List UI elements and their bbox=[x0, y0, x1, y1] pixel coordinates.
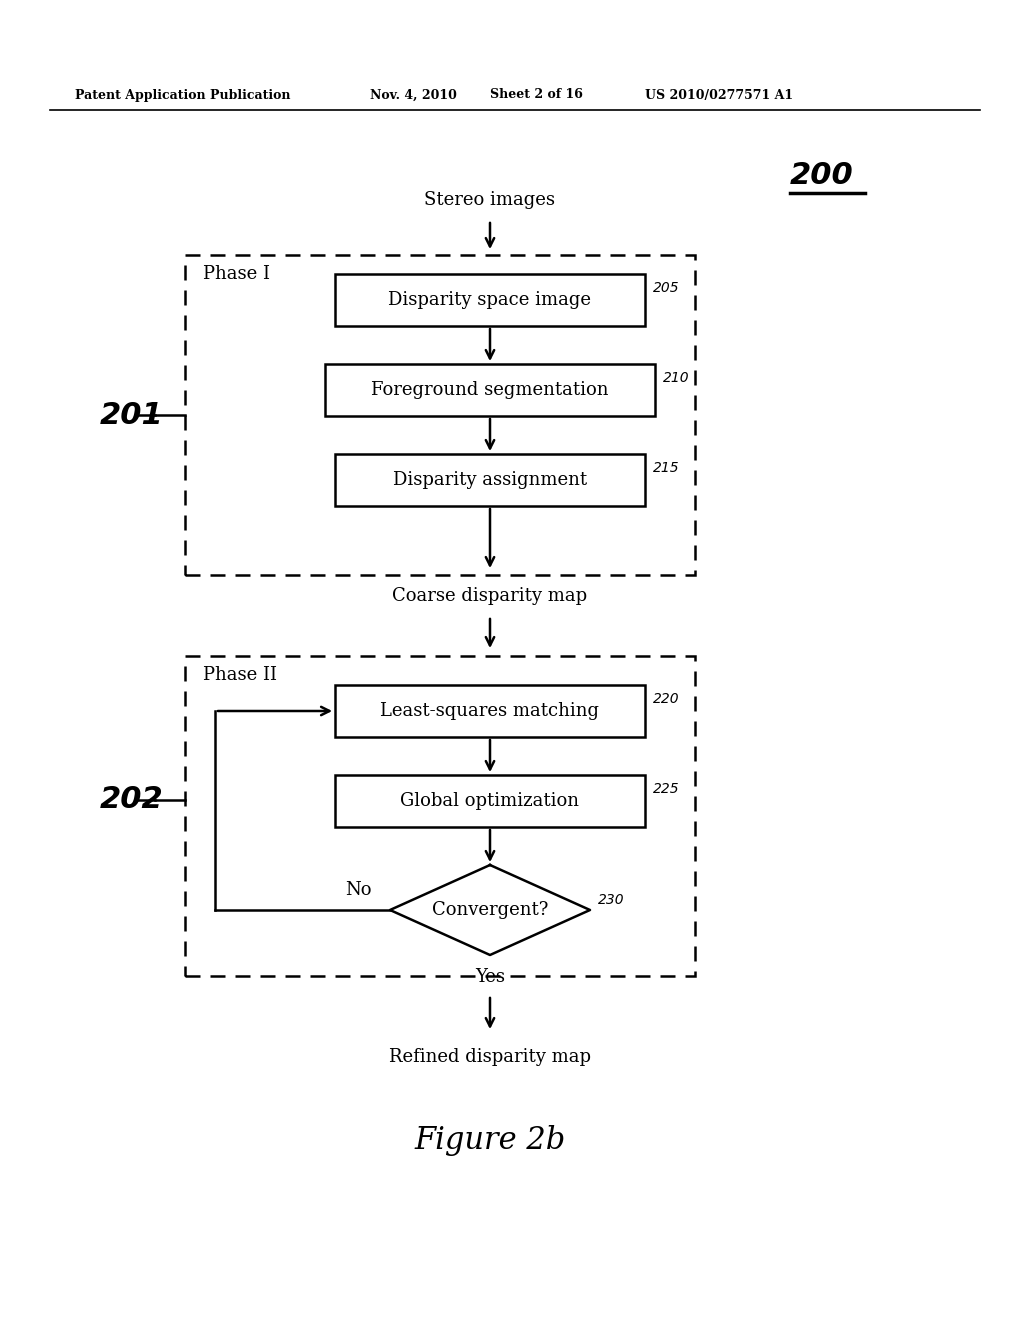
Text: 205: 205 bbox=[653, 281, 680, 294]
Text: Coarse disparity map: Coarse disparity map bbox=[392, 587, 588, 605]
Text: 210: 210 bbox=[663, 371, 689, 385]
Text: Yes: Yes bbox=[475, 968, 505, 986]
Text: US 2010/0277571 A1: US 2010/0277571 A1 bbox=[645, 88, 794, 102]
Text: 230: 230 bbox=[598, 894, 625, 907]
FancyBboxPatch shape bbox=[335, 275, 645, 326]
Text: Convergent?: Convergent? bbox=[432, 902, 548, 919]
Text: Global optimization: Global optimization bbox=[400, 792, 580, 810]
Text: Nov. 4, 2010: Nov. 4, 2010 bbox=[370, 88, 457, 102]
Text: Phase II: Phase II bbox=[203, 667, 278, 684]
Text: 202: 202 bbox=[100, 785, 164, 814]
Text: Phase I: Phase I bbox=[203, 265, 270, 282]
Text: Patent Application Publication: Patent Application Publication bbox=[75, 88, 291, 102]
FancyBboxPatch shape bbox=[335, 775, 645, 828]
Text: 215: 215 bbox=[653, 461, 680, 475]
Text: Sheet 2 of 16: Sheet 2 of 16 bbox=[490, 88, 583, 102]
Text: Stereo images: Stereo images bbox=[425, 191, 555, 209]
FancyBboxPatch shape bbox=[325, 364, 655, 416]
Text: 225: 225 bbox=[653, 781, 680, 796]
Text: Refined disparity map: Refined disparity map bbox=[389, 1048, 591, 1067]
Text: 201: 201 bbox=[100, 400, 164, 429]
Text: 200: 200 bbox=[790, 161, 854, 190]
Text: Disparity space image: Disparity space image bbox=[388, 290, 592, 309]
Text: Disparity assignment: Disparity assignment bbox=[393, 471, 587, 488]
FancyBboxPatch shape bbox=[335, 454, 645, 506]
Text: Figure 2b: Figure 2b bbox=[415, 1125, 565, 1155]
Text: 220: 220 bbox=[653, 692, 680, 706]
Text: Foreground segmentation: Foreground segmentation bbox=[372, 381, 608, 399]
Text: Least-squares matching: Least-squares matching bbox=[381, 702, 599, 719]
Text: No: No bbox=[345, 880, 372, 899]
FancyBboxPatch shape bbox=[335, 685, 645, 737]
